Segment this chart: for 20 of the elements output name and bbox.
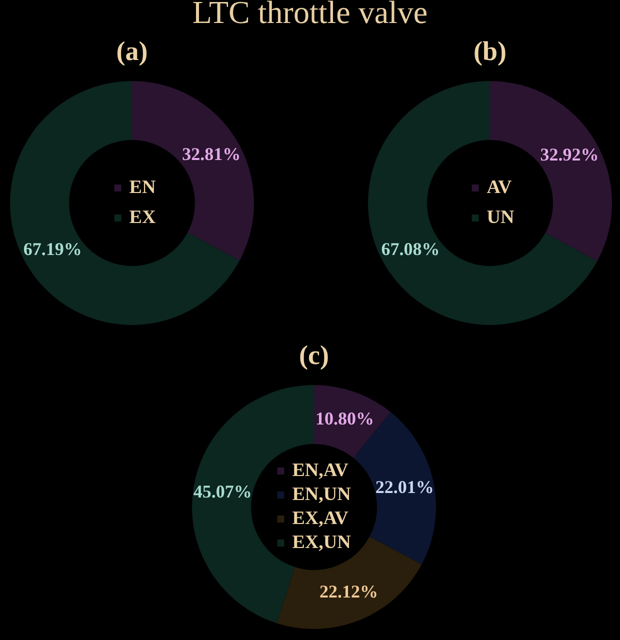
data-label: 67.08% xyxy=(381,238,440,259)
chart-title: LTC throttle valve xyxy=(191,0,429,30)
data-label: 45.07% xyxy=(193,481,252,502)
legend-label: EX xyxy=(129,206,156,228)
legend-label: EX,AV xyxy=(292,508,349,529)
data-label: 67.19% xyxy=(23,239,82,260)
data-label: 32.81% xyxy=(182,144,241,164)
legend-label: EN,AV xyxy=(292,460,349,481)
data-label: 22.12% xyxy=(319,581,378,602)
legend-label: EN xyxy=(129,176,156,198)
legend-label: AV xyxy=(486,176,512,198)
chart-subtitle: (c) xyxy=(298,339,330,371)
chart-subtitle: (a) xyxy=(115,35,149,67)
legend-label: UN xyxy=(486,206,514,228)
data-label: 32.92% xyxy=(540,144,599,164)
legend-label: EN,UN xyxy=(292,484,352,505)
data-label: 10.80% xyxy=(316,408,374,428)
data-label: 22.01% xyxy=(375,477,434,498)
chart-subtitle: (b) xyxy=(472,35,508,67)
legend-label: EX,UN xyxy=(292,532,352,553)
